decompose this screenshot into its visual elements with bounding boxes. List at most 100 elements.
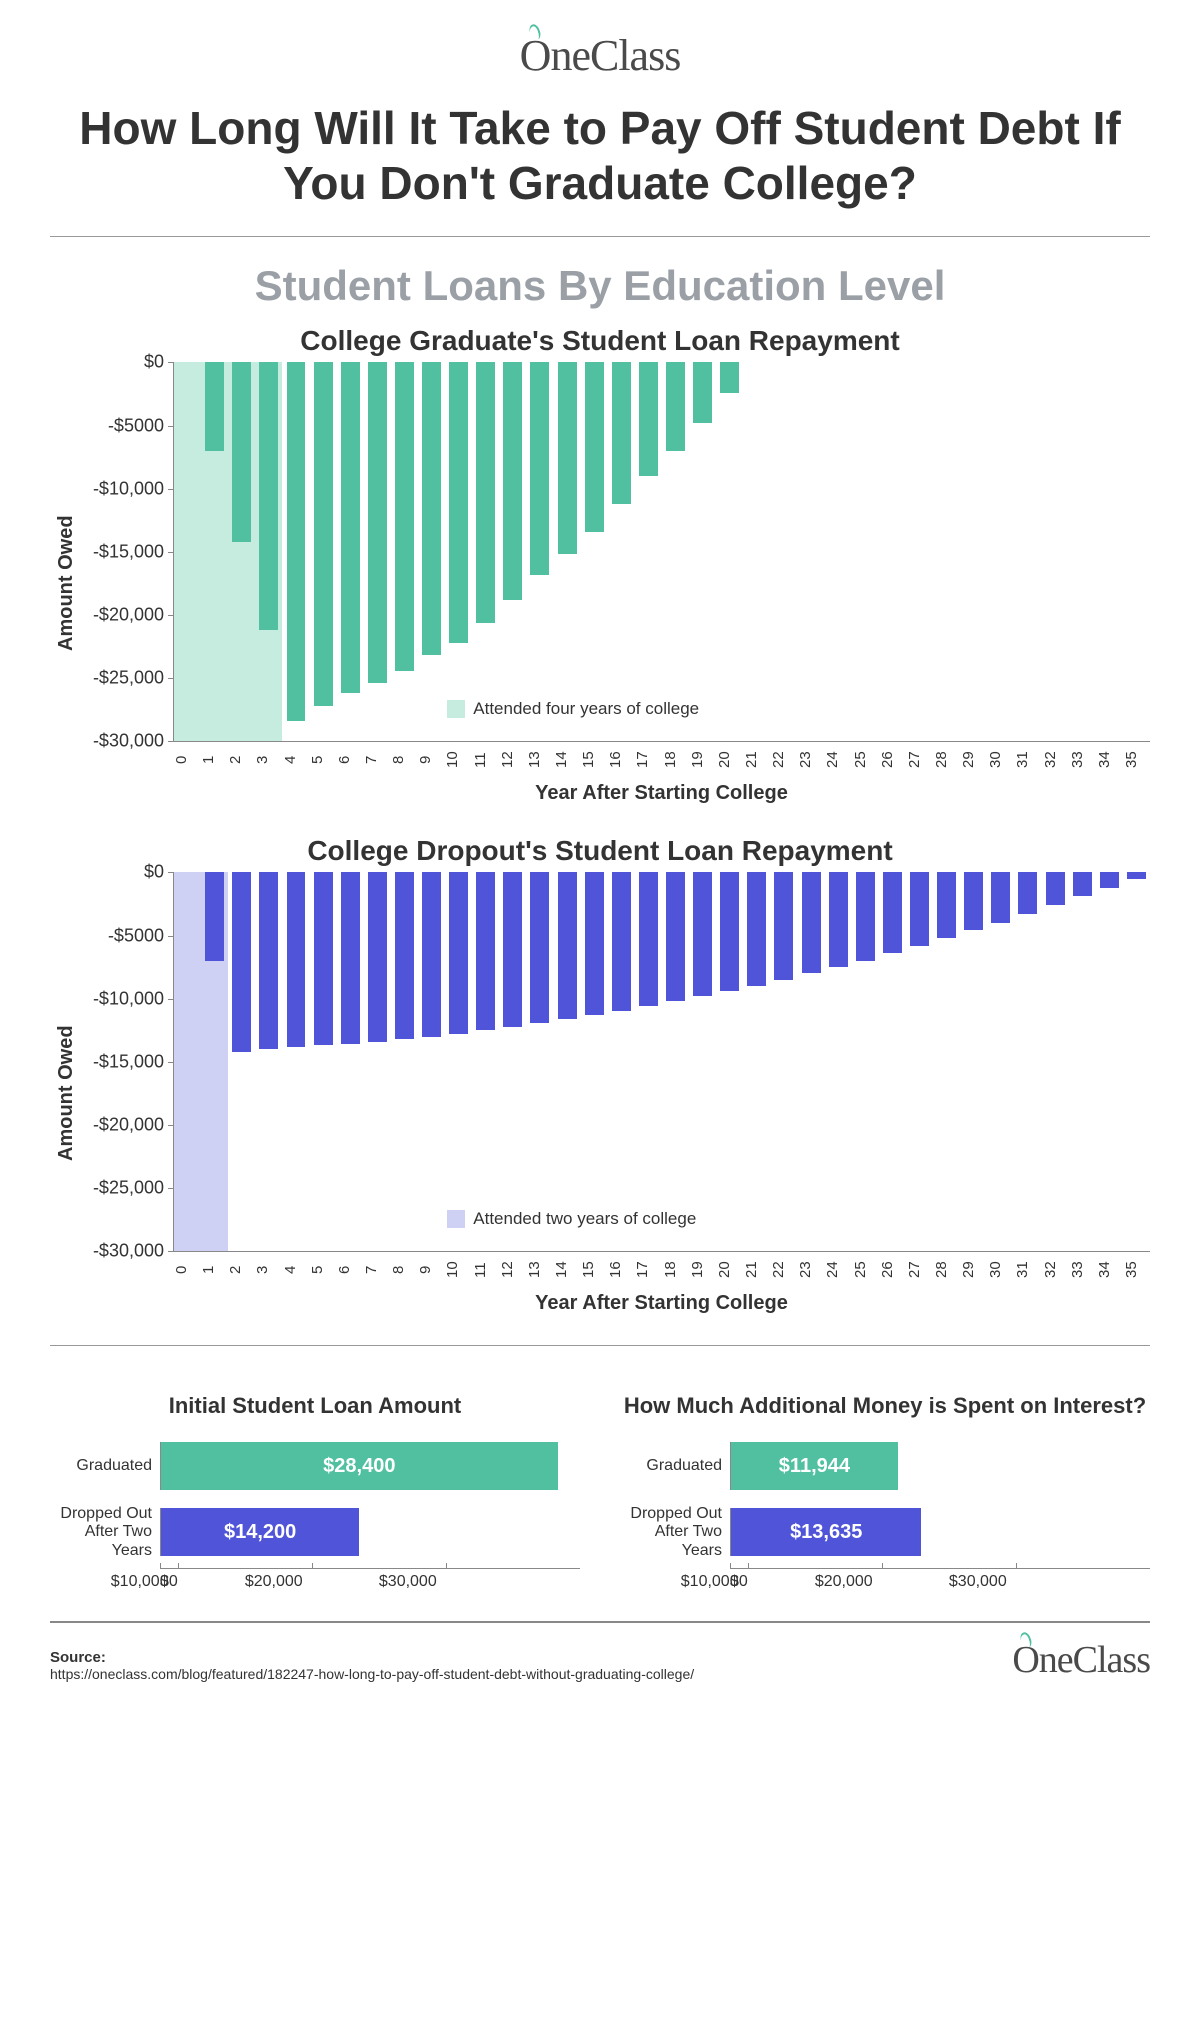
y-tick: -$30,000 <box>74 731 164 752</box>
hbar: $13,635 <box>731 1508 921 1556</box>
bar-slot <box>662 872 689 1251</box>
hbar: $28,400 <box>161 1442 558 1490</box>
bar-slot <box>391 872 418 1251</box>
x-tick: 31 <box>1014 746 1041 774</box>
source-url: https://oneclass.com/blog/featured/18224… <box>50 1666 694 1682</box>
bar-slot <box>201 362 228 741</box>
bar-slot <box>906 362 933 741</box>
bar-slot <box>445 362 472 741</box>
x-tick: 12 <box>499 746 526 774</box>
bar-slot <box>1096 362 1123 741</box>
bottom-right: How Much Additional Money is Spent on In… <box>620 1376 1150 1591</box>
bar <box>856 872 875 960</box>
hx-tick: $30,000 <box>446 1569 580 1591</box>
bar <box>937 872 956 938</box>
x-tick: 34 <box>1096 746 1123 774</box>
x-tick: 28 <box>933 1256 960 1284</box>
x-tick: 28 <box>933 746 960 774</box>
x-tick: 13 <box>526 746 553 774</box>
x-tick: 25 <box>852 1256 879 1284</box>
bar <box>314 872 333 1045</box>
bar-slot <box>282 872 309 1251</box>
bar-slot <box>933 872 960 1251</box>
brand-logo: OneClass <box>1012 1638 1150 1682</box>
hlabel: Dropped Out After Two Years <box>620 1505 730 1560</box>
bar-slot <box>743 362 770 741</box>
hrow: Graduated$28,400 <box>50 1436 580 1496</box>
x-tick: 17 <box>634 1256 661 1284</box>
bar <box>476 872 495 1030</box>
y-tick: -$25,000 <box>74 668 164 689</box>
x-tick: 8 <box>390 746 417 774</box>
xlabel: Year After Starting College <box>173 782 1150 805</box>
x-tick: 10 <box>444 746 471 774</box>
bar-slot <box>418 362 445 741</box>
bar <box>1100 872 1119 887</box>
bar-slot <box>1123 362 1150 741</box>
bar <box>1127 872 1146 878</box>
x-tick: 25 <box>852 746 879 774</box>
bar <box>693 872 712 996</box>
hrow: Dropped Out After Two Years$14,200 <box>50 1502 580 1562</box>
bar-slot <box>635 872 662 1251</box>
bar-slot <box>391 362 418 741</box>
bar-slot <box>1069 362 1096 741</box>
y-ticks: $0-$5000-$10,000-$15,000-$20,000-$25,000… <box>79 362 169 741</box>
bar-slot <box>255 872 282 1251</box>
x-tick: 2 <box>227 1256 254 1284</box>
bar-slot <box>825 872 852 1251</box>
legend-swatch <box>447 1210 465 1228</box>
chart-title-dropout: College Dropout's Student Loan Repayment <box>50 835 1150 867</box>
bar-slot <box>689 872 716 1251</box>
bar <box>422 362 441 655</box>
bar-slot <box>228 362 255 741</box>
x-tick: 20 <box>716 746 743 774</box>
bar-slot <box>770 872 797 1251</box>
bar-slot <box>581 872 608 1251</box>
bar-slot <box>472 362 499 741</box>
x-tick: 21 <box>743 1256 770 1284</box>
footer: Source: https://oneclass.com/blog/featur… <box>50 1621 1150 1682</box>
chart-title-grad: College Graduate's Student Loan Repaymen… <box>50 325 1150 357</box>
x-tick: 20 <box>716 1256 743 1284</box>
bar <box>368 362 387 683</box>
chart-inner: $0-$5000-$10,000-$15,000-$20,000-$25,000… <box>83 872 1150 1315</box>
hbar: $14,200 <box>161 1508 359 1556</box>
y-tick: -$5000 <box>74 415 164 436</box>
bar-slot <box>337 872 364 1251</box>
source-block: Source: https://oneclass.com/blog/featur… <box>50 1649 694 1682</box>
xlabel: Year After Starting College <box>173 1292 1150 1315</box>
bar-slot <box>906 872 933 1251</box>
bars-grad <box>174 362 1150 741</box>
x-tick: 9 <box>417 746 444 774</box>
x-tick: 16 <box>607 746 634 774</box>
bar <box>287 872 306 1046</box>
bar <box>232 362 251 541</box>
bar-slot <box>526 362 553 741</box>
bar-slot <box>1096 872 1123 1251</box>
x-ticks: 0123456789101112131415161718192021222324… <box>173 746 1150 774</box>
x-tick: 7 <box>363 746 390 774</box>
x-tick: 30 <box>987 1256 1014 1284</box>
bar <box>558 362 577 554</box>
bar-slot <box>798 872 825 1251</box>
chart-inner: $0-$5000-$10,000-$15,000-$20,000-$25,000… <box>83 362 1150 805</box>
x-ticks: 0123456789101112131415161718192021222324… <box>173 1256 1150 1284</box>
bar <box>802 872 821 973</box>
x-tick: 22 <box>770 1256 797 1284</box>
y-tick: -$25,000 <box>74 1178 164 1199</box>
plot-area-grad: $0-$5000-$10,000-$15,000-$20,000-$25,000… <box>173 362 1150 742</box>
bar-slot <box>472 872 499 1251</box>
x-tick: 15 <box>580 1256 607 1284</box>
bar <box>368 872 387 1041</box>
bar <box>503 872 522 1026</box>
x-tick: 32 <box>1042 746 1069 774</box>
y-tick: -$15,000 <box>74 1051 164 1072</box>
x-tick: 11 <box>472 1256 499 1284</box>
bar <box>720 362 739 392</box>
bar-slot <box>364 872 391 1251</box>
x-tick: 34 <box>1096 1256 1123 1284</box>
x-tick: 7 <box>363 1256 390 1284</box>
bar-slot <box>879 872 906 1251</box>
bar-slot <box>337 362 364 741</box>
